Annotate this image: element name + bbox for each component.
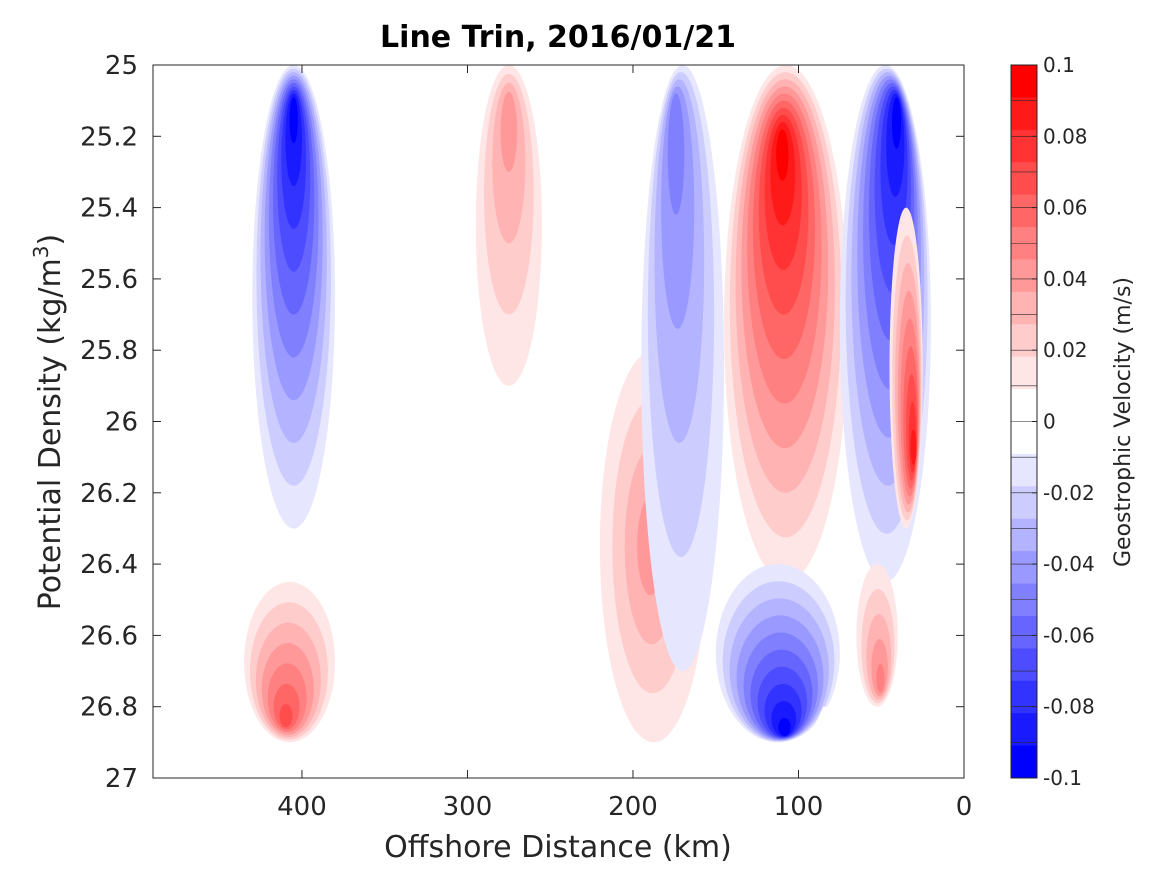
colorbar-tick-label: -0.1 <box>1043 766 1082 790</box>
contour-feature-core-100km <box>724 65 849 582</box>
colorbar-tick-label: -0.08 <box>1043 695 1095 719</box>
colorbar-band <box>1011 421 1037 455</box>
contour-level <box>667 93 685 215</box>
colorbar-band <box>1011 291 1037 325</box>
y-tick-label: 26.4 <box>80 550 138 580</box>
colorbar-tick-label: -0.06 <box>1043 623 1095 647</box>
colorbar-band <box>1011 713 1037 747</box>
y-tick-label: 25.4 <box>80 194 138 224</box>
colorbar-tick-label: 0.06 <box>1043 196 1088 220</box>
colorbar-tick-label: -0.04 <box>1043 552 1095 576</box>
colorbar-tick-label: 0.1 <box>1043 53 1075 77</box>
contour-level <box>289 97 298 144</box>
contour-field <box>244 65 931 743</box>
x-axis-title: Offshore Distance (km) <box>384 830 732 865</box>
colorbar-ticks: 0.1 0.08 0.06 0.04 0.02 0 -0.02 -0.04 -0.06 -0.08… <box>1011 53 1095 790</box>
y-axis-title-superscript: 3 <box>29 245 53 258</box>
contour-level <box>892 97 902 149</box>
x-axis-ticks: 400 300 200 100 0 <box>277 65 972 822</box>
colorbar-band <box>1011 551 1037 585</box>
contour-level <box>778 718 791 736</box>
x-tick-label: 300 <box>443 792 493 822</box>
no-data-region <box>153 706 964 778</box>
colorbar-tick-label: 0.08 <box>1043 124 1088 148</box>
colorbar <box>1011 65 1037 779</box>
colorbar-title: Geostrophic Velocity (m/s) <box>1111 277 1136 567</box>
contour-feature-nearshore-30km <box>889 207 923 529</box>
colorbar-tick-label: 0.04 <box>1043 267 1088 291</box>
colorbar-band <box>1011 389 1037 422</box>
contour-feature-eddy-410km-deep <box>244 581 336 743</box>
colorbar-band <box>1011 162 1037 196</box>
colorbar-band <box>1011 680 1037 714</box>
contour-feature-nearshore-50km-deep <box>856 564 898 707</box>
colorbar-tick-label: 0.02 <box>1043 338 1088 362</box>
y-tick-label: 27 <box>105 764 138 794</box>
missing-data-mask <box>153 706 964 778</box>
colorbar-band <box>1011 615 1037 649</box>
colorbar-band <box>1011 65 1037 98</box>
contour-level <box>910 429 917 466</box>
y-axis-title: Potential Density (kg/m3) <box>29 234 68 610</box>
colorbar-band <box>1011 486 1037 520</box>
y-axis-title-close: ) <box>33 234 68 246</box>
contour-feature-band-175km <box>641 65 725 672</box>
contour-level <box>500 91 518 172</box>
colorbar-band <box>1011 453 1037 487</box>
y-tick-label: 25.2 <box>80 122 138 152</box>
colorbar-band <box>1011 356 1037 390</box>
x-tick-label: 0 <box>956 792 973 822</box>
colorbar-tick-label: 0 <box>1043 410 1056 434</box>
colorbar-tick-label: -0.02 <box>1043 481 1095 505</box>
x-tick-label: 200 <box>608 792 658 822</box>
y-tick-label: 25.6 <box>80 265 138 295</box>
y-tick-label: 26.6 <box>80 621 138 651</box>
colorbar-band <box>1011 648 1037 682</box>
colorbar-band <box>1011 745 1037 779</box>
colorbar-band <box>1011 129 1037 163</box>
y-axis-ticks: 25 25.2 25.4 25.6 25.8 26 26.2 26.4 26.6 26.8 27 <box>80 51 964 794</box>
contour-feature-band-275km <box>475 65 542 386</box>
x-tick-label: 100 <box>774 792 824 822</box>
y-tick-label: 25.8 <box>80 336 138 366</box>
y-tick-label: 26.8 <box>80 693 138 723</box>
y-axis-title-main: Potential Density (kg/m <box>33 258 68 610</box>
x-tick-label: 400 <box>277 792 327 822</box>
chart-title: Line Trin, 2016/01/21 <box>380 20 736 55</box>
y-tick-label: 26 <box>105 408 138 438</box>
contour-level <box>876 663 885 693</box>
colorbar-band <box>1011 324 1037 358</box>
colorbar-band <box>1011 97 1037 131</box>
colorbar-band <box>1011 259 1037 293</box>
y-tick-label: 26.2 <box>80 479 138 509</box>
contour-feature-eddy-110km-deep <box>715 564 840 743</box>
contour-level <box>776 129 789 181</box>
colorbar-band <box>1011 194 1037 228</box>
contour-level <box>279 704 293 728</box>
y-tick-label: 25 <box>105 51 138 81</box>
contour-feature-eddy-400km <box>252 65 336 529</box>
colorbar-band <box>1011 518 1037 552</box>
